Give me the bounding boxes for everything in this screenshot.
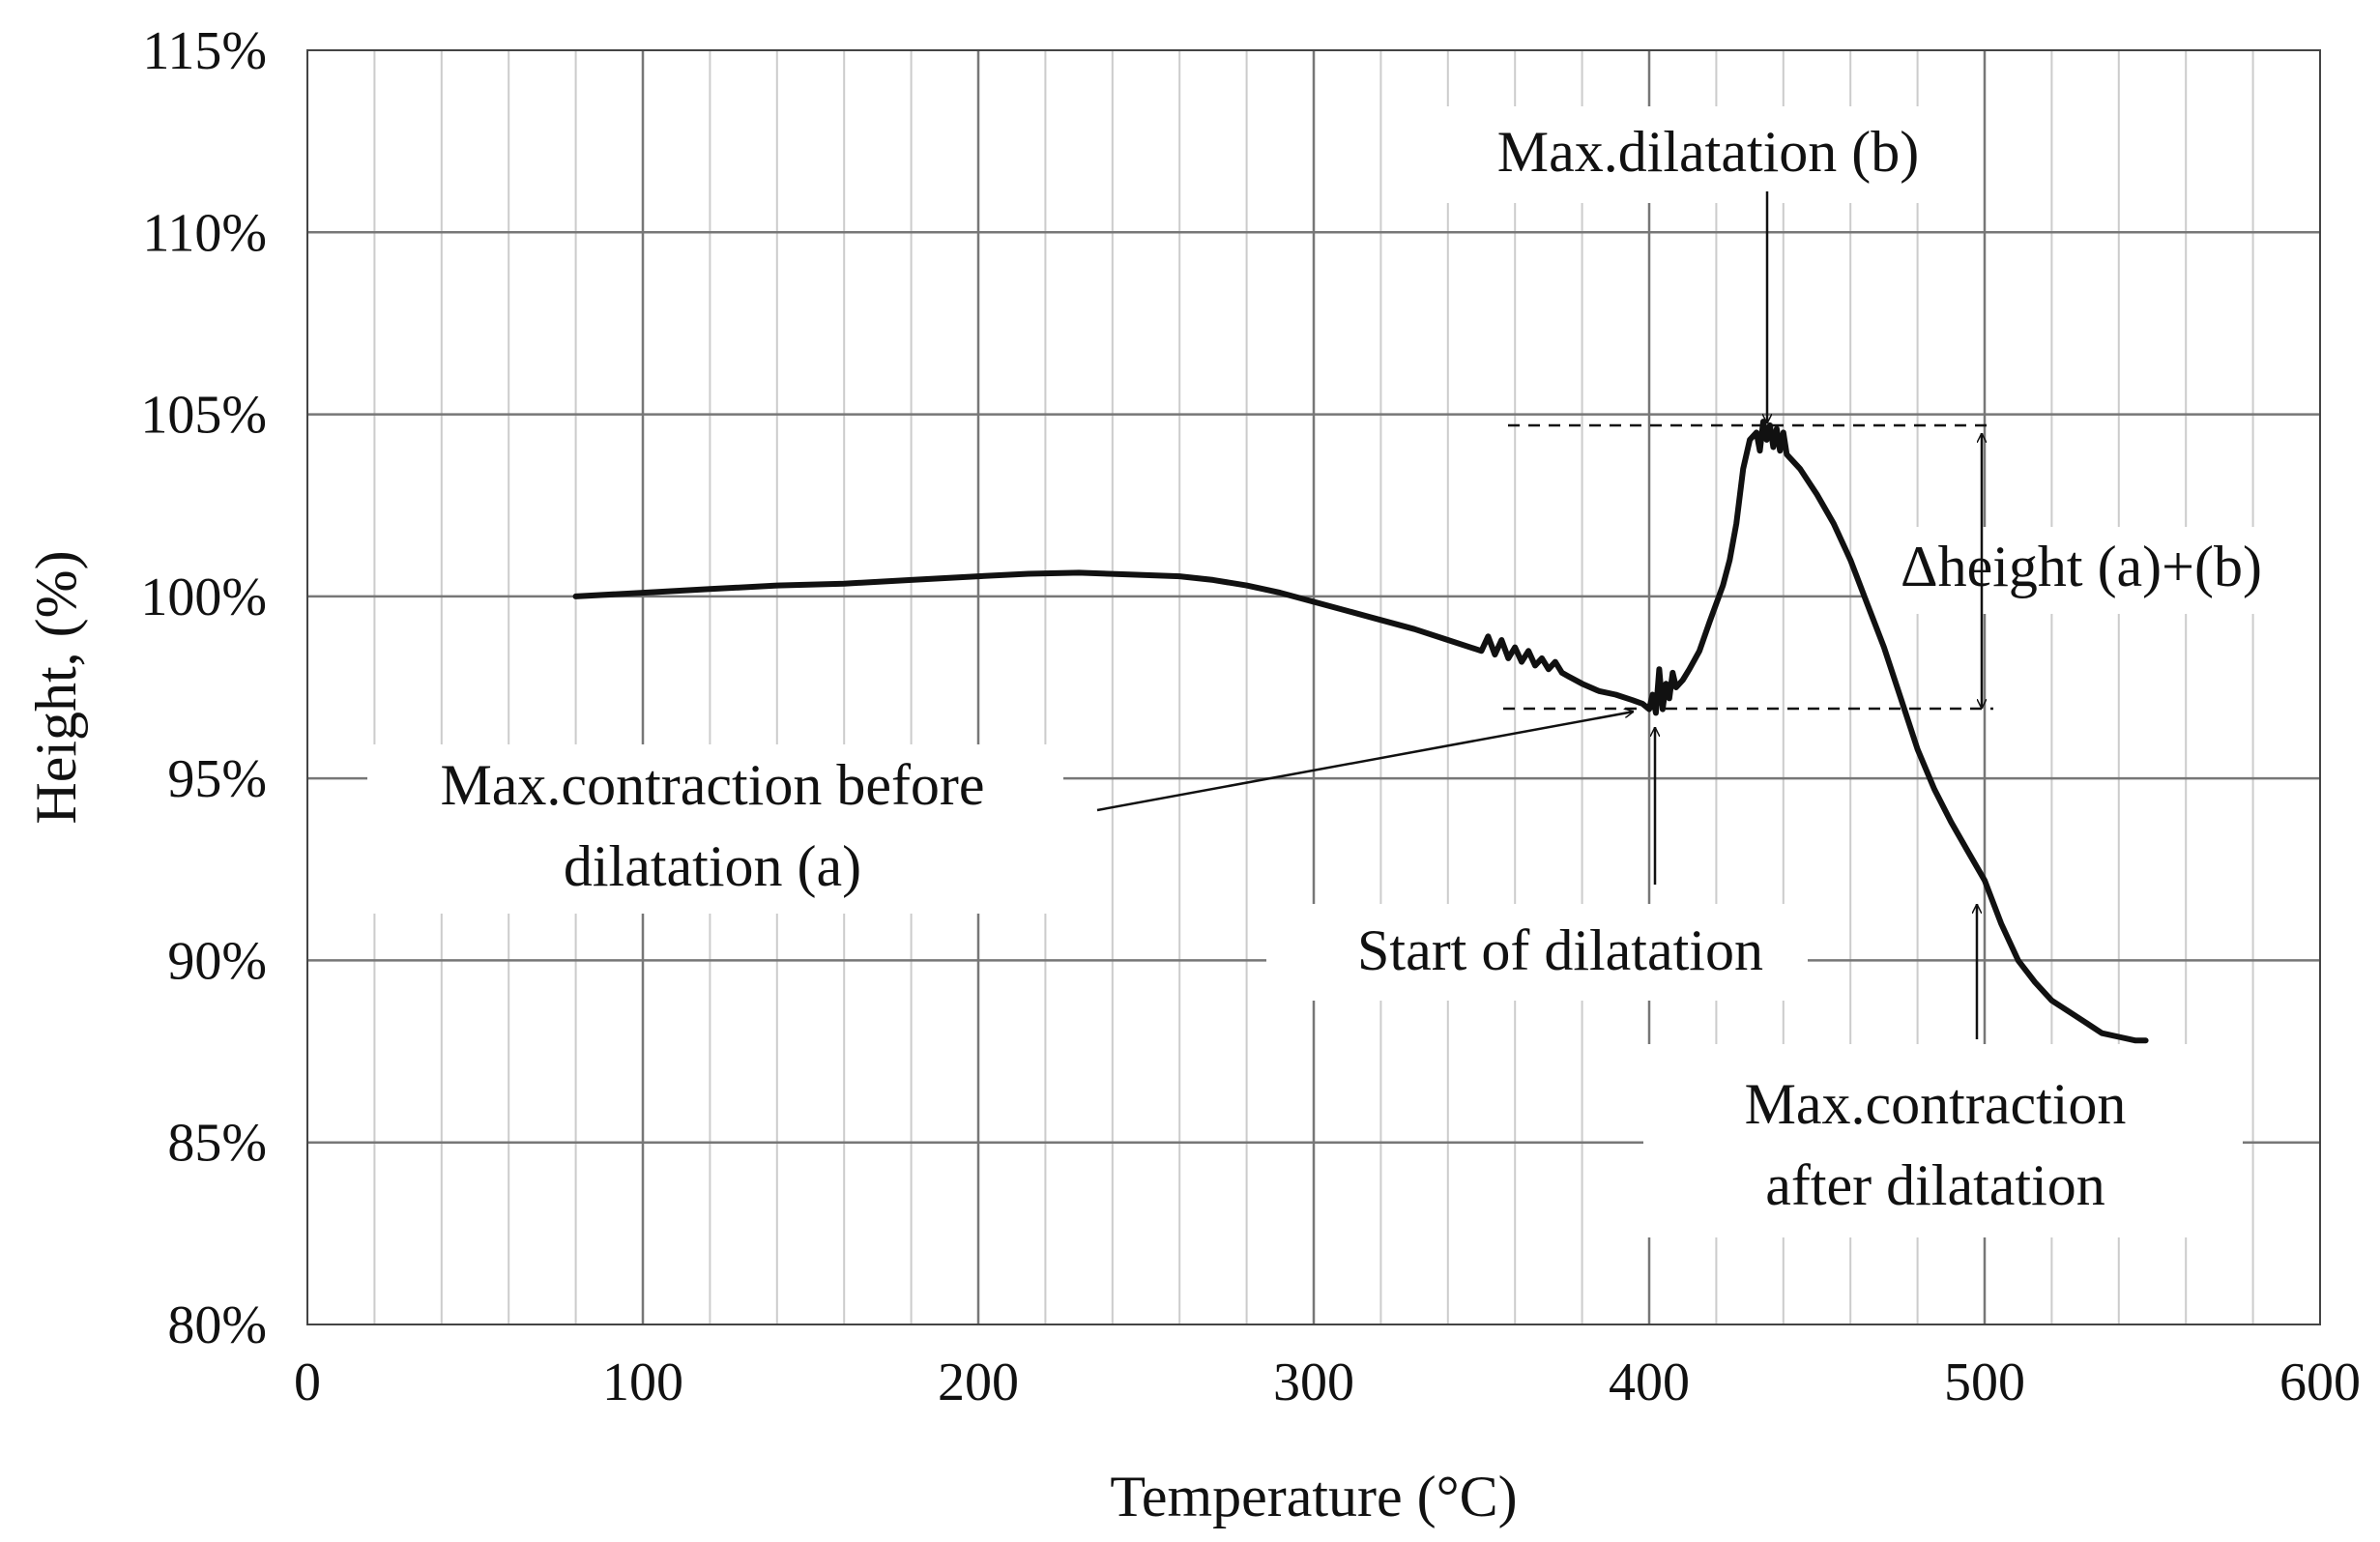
arrow-max-contraction-before: [1096, 712, 1634, 812]
y-tick-label-95: 95%: [167, 749, 267, 809]
y-tick-label-100: 100%: [140, 567, 267, 627]
bg-start-of-dilatation: [1266, 904, 1808, 1001]
plot-area-border: [306, 49, 2321, 1325]
y-axis-title: Height, (%): [24, 550, 88, 824]
annotation-backgrounds: [367, 106, 2320, 1237]
x-tick-label-400: 400: [1609, 1353, 1690, 1412]
y-tick-label-110: 110%: [142, 203, 267, 263]
bg-max-contraction-before: [367, 744, 1063, 914]
x-tick-label-200: 200: [938, 1353, 1019, 1412]
series-line-height: [572, 419, 2149, 1044]
annotation-max-contraction-after-line2: after dilatation: [1765, 1153, 2105, 1217]
annotation-delta-height: Δheight (a)+(b): [1901, 535, 2262, 598]
bg-delta-height: [1866, 527, 2320, 614]
annotation-start-of-dilatation: Start of dilatation: [1357, 918, 1763, 982]
x-tick-label-600: 600: [2279, 1353, 2361, 1412]
x-tick-label-100: 100: [602, 1353, 683, 1412]
x-tick-label-0: 0: [294, 1353, 321, 1412]
annotation-max-contraction-before-line2: dilatation (a): [564, 834, 861, 898]
annotation-max-contraction-after-line1: Max.contraction: [1745, 1072, 2127, 1136]
y-tick-label-90: 90%: [167, 931, 267, 991]
y-tick-label-115: 115%: [142, 21, 267, 81]
y-tick-label-85: 85%: [167, 1114, 267, 1174]
annotation-max-dilatation: Max.dilatation (b): [1497, 120, 1920, 184]
y-tick-label-80: 80%: [167, 1295, 267, 1355]
bg-max-dilatation: [1436, 106, 1977, 203]
annotation-max-contraction-before-line1: Max.contraction before: [440, 753, 984, 817]
x-axis-tick-labels: 0 100 200 300 400 500 600: [294, 1353, 2361, 1412]
y-axis-tick-labels: 80% 85% 90% 95% 100% 105% 110% 115%: [140, 21, 267, 1355]
bg-max-contraction-after: [1643, 1044, 2243, 1237]
x-tick-label-300: 300: [1273, 1353, 1354, 1412]
x-axis-title: Temperature (°C): [1110, 1465, 1517, 1528]
y-tick-label-105: 105%: [140, 386, 267, 446]
x-tick-label-500: 500: [1944, 1353, 2025, 1412]
